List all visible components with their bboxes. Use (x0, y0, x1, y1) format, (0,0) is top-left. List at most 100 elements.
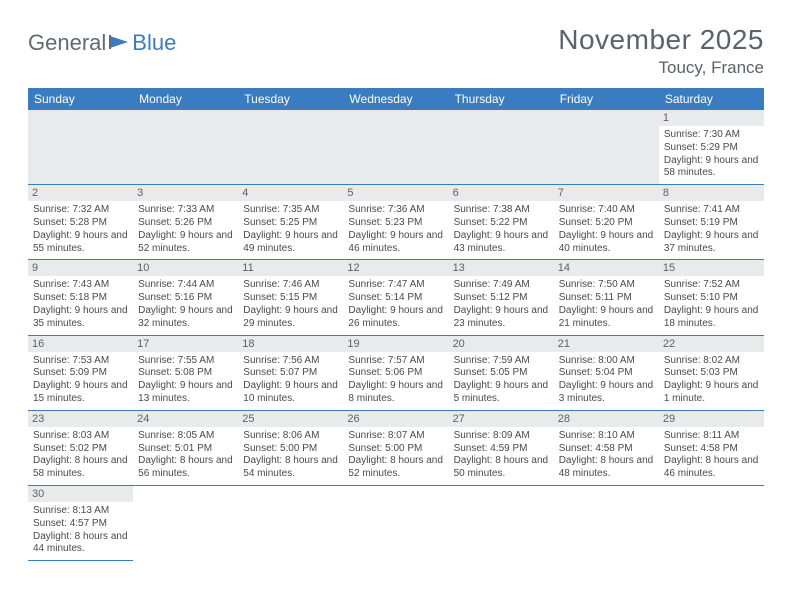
day-details: Sunrise: 7:46 AMSunset: 5:15 PMDaylight:… (243, 279, 338, 330)
day-details: Sunrise: 8:09 AMSunset: 4:59 PMDaylight:… (454, 430, 549, 481)
day-number: 19 (343, 336, 448, 352)
day-number: 6 (449, 185, 554, 201)
day-details: Sunrise: 7:52 AMSunset: 5:10 PMDaylight:… (664, 279, 759, 330)
day-number: 13 (449, 260, 554, 276)
weekday-header: Tuesday (238, 88, 343, 110)
empty-cell (449, 110, 554, 185)
day-cell: 14Sunrise: 7:50 AMSunset: 5:11 PMDayligh… (554, 260, 659, 335)
day-details: Sunrise: 8:13 AMSunset: 4:57 PMDaylight:… (33, 505, 128, 556)
day-cell: 9 Sunrise: 7:43 AMSunset: 5:18 PMDaylight… (28, 260, 133, 335)
day-number: 2 (28, 185, 133, 201)
month-title: November 2025 (558, 24, 764, 56)
empty-cell (554, 485, 659, 560)
day-cell: 18 Sunrise: 7:56 AMSunset: 5:07 PMDayligh… (238, 335, 343, 410)
day-cell: 13 Sunrise: 7:49 AMSunset: 5:12 PMDayligh… (449, 260, 554, 335)
empty-cell (554, 110, 659, 185)
day-details: Sunrise: 8:11 AMSunset: 4:58 PMDaylight:… (664, 430, 759, 481)
empty-cell (28, 110, 133, 185)
day-number: 16 (28, 336, 133, 352)
title-block: November 2025 Toucy, France (558, 24, 764, 78)
day-cell: 4 Sunrise: 7:35 AMSunset: 5:25 PMDaylight… (238, 185, 343, 260)
day-cell: 5 Sunrise: 7:36 AMSunset: 5:23 PMDaylight… (343, 185, 448, 260)
day-number: 7 (554, 185, 659, 201)
day-cell: 6 Sunrise: 7:38 AMSunset: 5:22 PMDaylight… (449, 185, 554, 260)
day-details: Sunrise: 7:40 AMSunset: 5:20 PMDaylight:… (559, 204, 654, 255)
day-number: 27 (449, 411, 554, 427)
empty-cell (133, 485, 238, 560)
day-details: Sunrise: 7:32 AMSunset: 5:28 PMDaylight:… (33, 204, 128, 255)
day-details: Sunrise: 8:07 AMSunset: 5:00 PMDaylight:… (348, 430, 443, 481)
day-details: Sunrise: 7:47 AMSunset: 5:14 PMDaylight:… (348, 279, 443, 330)
calendar-page: General Blue November 2025 Toucy, France… (0, 0, 792, 561)
day-cell: 24Sunrise: 8:05 AMSunset: 5:01 PMDayligh… (133, 410, 238, 485)
week-row: 2 Sunrise: 7:32 AMSunset: 5:28 PMDaylight… (28, 185, 764, 260)
calendar-table: Sunday Monday Tuesday Wednesday Thursday… (28, 88, 764, 561)
day-number: 12 (343, 260, 448, 276)
day-details: Sunrise: 7:30 AMSunset: 5:29 PMDaylight:… (664, 129, 759, 180)
day-cell: 26 Sunrise: 8:07 AMSunset: 5:00 PMDayligh… (343, 410, 448, 485)
day-cell: 23 Sunrise: 8:03 AMSunset: 5:02 PMDayligh… (28, 410, 133, 485)
day-details: Sunrise: 7:44 AMSunset: 5:16 PMDaylight:… (138, 279, 233, 330)
day-details: Sunrise: 8:03 AMSunset: 5:02 PMDaylight:… (33, 430, 128, 481)
day-cell: 3Sunrise: 7:33 AMSunset: 5:26 PMDaylight… (133, 185, 238, 260)
day-details: Sunrise: 7:59 AMSunset: 5:05 PMDaylight:… (454, 355, 549, 406)
day-number: 28 (554, 411, 659, 427)
empty-cell (659, 485, 764, 560)
calendar-body: 1 Sunrise: 7:30 AMSunset: 5:29 PMDaylight… (28, 110, 764, 561)
logo: General Blue (28, 24, 176, 56)
empty-cell (343, 485, 448, 560)
day-cell: 11 Sunrise: 7:46 AMSunset: 5:15 PMDayligh… (238, 260, 343, 335)
day-cell: 17Sunrise: 7:55 AMSunset: 5:08 PMDayligh… (133, 335, 238, 410)
weekday-header: Monday (133, 88, 238, 110)
day-cell: 8Sunrise: 7:41 AMSunset: 5:19 PMDaylight… (659, 185, 764, 260)
day-cell: 29Sunrise: 8:11 AMSunset: 4:58 PMDayligh… (659, 410, 764, 485)
logo-text-1: General (28, 30, 106, 56)
day-number: 23 (28, 411, 133, 427)
day-details: Sunrise: 8:02 AMSunset: 5:03 PMDaylight:… (664, 355, 759, 406)
day-number: 22 (659, 336, 764, 352)
day-details: Sunrise: 8:10 AMSunset: 4:58 PMDaylight:… (559, 430, 654, 481)
day-cell: 12 Sunrise: 7:47 AMSunset: 5:14 PMDayligh… (343, 260, 448, 335)
day-cell: 16Sunrise: 7:53 AMSunset: 5:09 PMDayligh… (28, 335, 133, 410)
day-number: 20 (449, 336, 554, 352)
week-row: 9 Sunrise: 7:43 AMSunset: 5:18 PMDaylight… (28, 260, 764, 335)
weekday-header: Thursday (449, 88, 554, 110)
day-details: Sunrise: 7:36 AMSunset: 5:23 PMDaylight:… (348, 204, 443, 255)
day-number: 18 (238, 336, 343, 352)
day-cell: 2 Sunrise: 7:32 AMSunset: 5:28 PMDaylight… (28, 185, 133, 260)
day-number: 30 (28, 486, 133, 502)
day-number: 4 (238, 185, 343, 201)
empty-cell (238, 485, 343, 560)
day-details: Sunrise: 8:06 AMSunset: 5:00 PMDaylight:… (243, 430, 338, 481)
day-details: Sunrise: 7:49 AMSunset: 5:12 PMDaylight:… (454, 279, 549, 330)
day-details: Sunrise: 7:43 AMSunset: 5:18 PMDaylight:… (33, 279, 128, 330)
day-number: 15 (659, 260, 764, 276)
day-cell: 15 Sunrise: 7:52 AMSunset: 5:10 PMDayligh… (659, 260, 764, 335)
day-number: 1 (659, 110, 764, 126)
day-details: Sunrise: 7:41 AMSunset: 5:19 PMDaylight:… (664, 204, 759, 255)
logo-text-2: Blue (132, 30, 176, 56)
day-details: Sunrise: 7:35 AMSunset: 5:25 PMDaylight:… (243, 204, 338, 255)
day-cell: 7 Sunrise: 7:40 AMSunset: 5:20 PMDaylight… (554, 185, 659, 260)
weekday-header-row: Sunday Monday Tuesday Wednesday Thursday… (28, 88, 764, 110)
day-cell: 21Sunrise: 8:00 AMSunset: 5:04 PMDayligh… (554, 335, 659, 410)
day-cell: 25 Sunrise: 8:06 AMSunset: 5:00 PMDayligh… (238, 410, 343, 485)
day-details: Sunrise: 7:38 AMSunset: 5:22 PMDaylight:… (454, 204, 549, 255)
day-number: 5 (343, 185, 448, 201)
day-cell: 22 Sunrise: 8:02 AMSunset: 5:03 PMDayligh… (659, 335, 764, 410)
day-details: Sunrise: 7:55 AMSunset: 5:08 PMDaylight:… (138, 355, 233, 406)
day-cell: 10Sunrise: 7:44 AMSunset: 5:16 PMDayligh… (133, 260, 238, 335)
empty-cell (343, 110, 448, 185)
location: Toucy, France (558, 58, 764, 78)
day-number: 9 (28, 260, 133, 276)
day-number: 11 (238, 260, 343, 276)
day-details: Sunrise: 7:56 AMSunset: 5:07 PMDaylight:… (243, 355, 338, 406)
day-details: Sunrise: 7:33 AMSunset: 5:26 PMDaylight:… (138, 204, 233, 255)
day-number: 26 (343, 411, 448, 427)
day-cell: 20 Sunrise: 7:59 AMSunset: 5:05 PMDayligh… (449, 335, 554, 410)
weekday-header: Friday (554, 88, 659, 110)
empty-cell (238, 110, 343, 185)
day-details: Sunrise: 8:00 AMSunset: 5:04 PMDaylight:… (559, 355, 654, 406)
day-number: 25 (238, 411, 343, 427)
week-row: 23 Sunrise: 8:03 AMSunset: 5:02 PMDayligh… (28, 410, 764, 485)
